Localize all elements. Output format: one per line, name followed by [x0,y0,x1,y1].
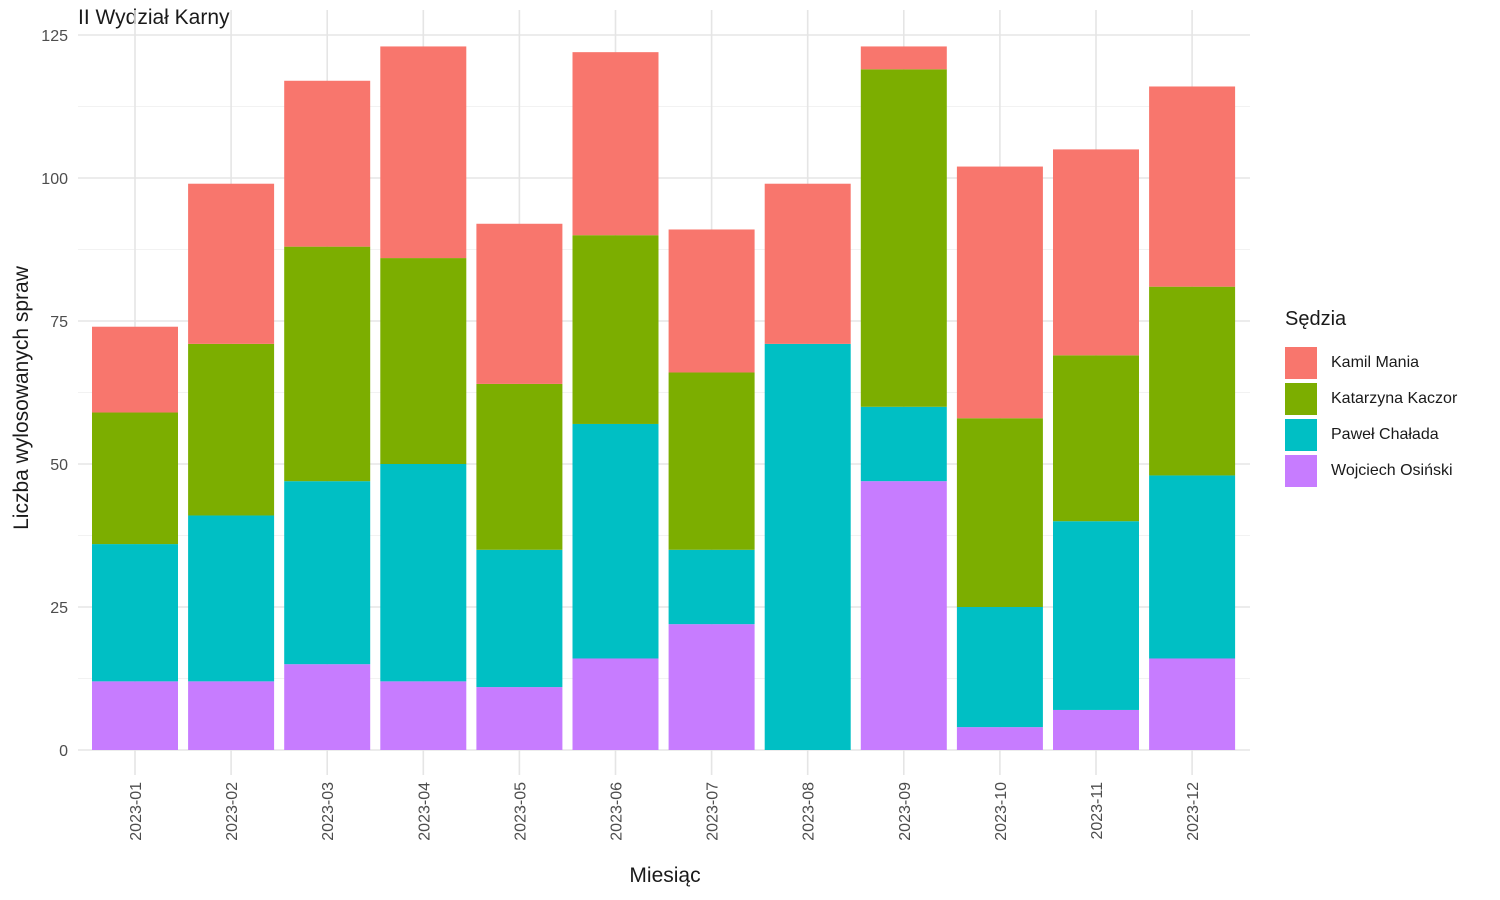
bar-segment [956,166,1043,419]
chart-title: II Wydział Karny [78,6,230,29]
bars [92,46,1236,750]
x-tick-label: 2023-01 [128,782,145,841]
bar-segment [1149,86,1236,287]
bar-segment [380,681,467,750]
legend-swatch [1285,419,1317,451]
bar-segment [860,46,947,70]
y-tick-label: 75 [50,314,68,331]
bar-segment [668,372,755,550]
y-tick-labels: 0 25 50 75 100 125 [41,28,68,760]
legend-swatch [1285,347,1317,379]
bar-segment [92,681,178,750]
bar-segment [284,246,371,482]
bar-segment [476,549,563,688]
legend-item: Katarzyna Kaczor [1285,381,1457,417]
bar-segment [860,481,947,750]
legend-item: Kamil Mania [1285,345,1457,381]
bar-segment [1053,355,1139,522]
legend-swatch [1285,383,1317,415]
bar-segment [476,223,563,384]
x-tick-label: 2023-07 [705,782,722,841]
x-tick-label: 2023-05 [512,782,529,841]
bar-segment [956,418,1043,607]
bar-segment [284,80,371,247]
bar-segment [860,406,947,482]
bar-segment [572,52,659,236]
bar-segment [1149,475,1236,659]
legend-label: Kamil Mania [1331,354,1420,371]
x-tick-label: 2023-02 [224,782,241,841]
bar-segment [764,183,851,344]
bar-segment [188,343,275,516]
bar-segment [1149,286,1236,476]
x-tick-label: 2023-11 [1089,782,1106,840]
bar-segment [380,258,467,464]
legend-label: Paweł Chałada [1331,426,1439,443]
bar-segment [92,412,178,545]
legend-title: Sędzia [1285,308,1347,330]
legend-items: Kamil Mania Katarzyna Kaczor Paweł Chałada… [1285,345,1457,489]
x-tick-label: 2023-10 [993,782,1010,841]
bar-segment [860,69,947,407]
bar-segment [188,681,275,750]
bar-segment [284,481,371,665]
bar-segment [1053,521,1139,710]
x-tick-label: 2023-09 [897,782,914,841]
y-tick-label: 100 [41,171,68,188]
x-tick-label: 2023-06 [609,782,626,841]
bar-segment [380,46,467,259]
y-tick-label: 50 [50,457,68,474]
x-tick-labels: 2023-01 2023-02 2023-03 2023-04 2023-05 2023-… [128,782,1202,841]
legend-swatch [1285,455,1317,487]
x-tick-label: 2023-03 [320,782,337,841]
legend-label: Wojciech Osiński [1331,462,1453,479]
legend: Sędzia Kamil Mania Katarzyna Kaczor Paweł … [1285,308,1457,489]
bar-segment [572,423,659,659]
bar-segment [476,383,563,550]
bar-segment [956,607,1043,728]
bar-segment [92,326,178,413]
y-tick-label: 0 [59,743,68,760]
legend-label: Katarzyna Kaczor [1331,390,1458,407]
bar-segment [1053,709,1139,750]
y-tick-label: 25 [50,600,68,617]
bar-segment [284,664,371,750]
bar-segment [380,464,467,682]
y-tick-label: 125 [41,28,68,45]
x-axis-label: Miesiąc [629,864,701,887]
bar-segment [572,658,659,750]
bar-segment [668,229,755,373]
bar-segment [572,235,659,424]
bar-segment [188,515,275,682]
bar-segment [188,183,275,344]
legend-item: Paweł Chałada [1285,417,1457,453]
bar-segment [92,544,178,682]
bar-segment [668,624,755,750]
x-tick-label: 2023-12 [1185,782,1202,841]
bar-segment [956,727,1043,750]
y-axis-label: Liczba wylosowanych spraw [10,266,33,530]
bar-segment [668,549,755,625]
bar-segment [1053,149,1139,356]
legend-item: Wojciech Osiński [1285,453,1457,489]
bar-segment [1149,658,1236,750]
bar-segment [476,687,563,750]
x-tick-label: 2023-08 [801,782,818,841]
x-tick-label: 2023-04 [416,782,433,841]
bar-segment [764,343,851,750]
